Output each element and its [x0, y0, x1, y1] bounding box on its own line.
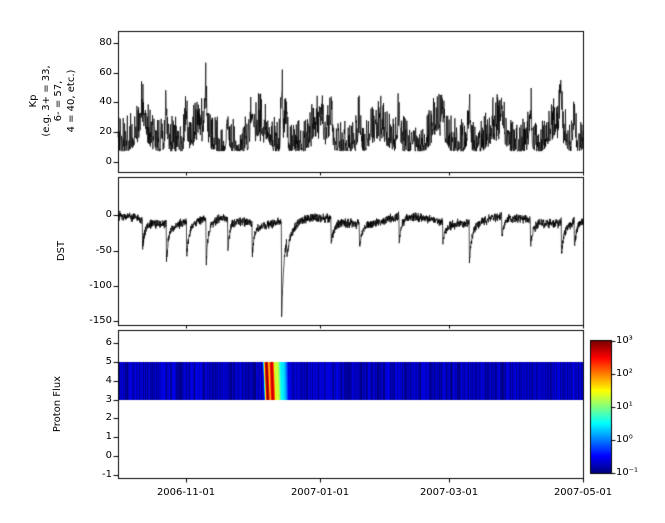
kp-y-tick-label: 0 [105, 156, 112, 167]
dst-axis-label: DST [55, 240, 67, 262]
kp-y-tick-label: 80 [99, 37, 112, 48]
dst-y-tick-label: -50 [95, 245, 112, 256]
pf-y-tick-label: -1 [102, 469, 112, 480]
proton-flux-axis-label: Proton Flux [51, 375, 63, 433]
colorbar-tick-label: 10⁻¹ [616, 467, 639, 478]
kp-y-tick-label: 40 [99, 96, 112, 107]
kp-y-tick-label: 60 [99, 67, 112, 78]
pf-y-tick-label: 0 [105, 450, 112, 461]
x-tick-label: 2007-05-01 [553, 487, 613, 498]
dst-y-tick-label: -100 [89, 280, 112, 291]
kp-y-tick-label: 20 [99, 126, 112, 137]
colorbar-tick-label: 10³ [616, 335, 633, 346]
pf-y-tick-label: 3 [105, 394, 112, 405]
pf-y-tick-label: 1 [105, 431, 112, 442]
colorbar-tick-label: 10¹ [616, 401, 633, 412]
pf-y-tick-label: 2 [105, 412, 112, 423]
x-tick-label: 2006-11-01 [156, 487, 216, 498]
dst-y-tick-label: -150 [89, 315, 112, 326]
dst-y-tick-label: 0 [105, 209, 112, 220]
pf-y-tick-label: 4 [105, 375, 112, 386]
colorbar-tick-label: 10² [616, 368, 633, 379]
pf-y-tick-label: 5 [105, 356, 112, 367]
pf-y-tick-label: 6 [105, 337, 112, 348]
x-tick-label: 2007-03-01 [419, 487, 479, 498]
x-tick-label: 2007-01-01 [290, 487, 350, 498]
colorbar-tick-label: 10⁰ [616, 434, 633, 445]
kp-axis-label: Kp (e.g. 3+ = 33, 6- = 57, 4 = 40, etc.) [28, 65, 77, 137]
